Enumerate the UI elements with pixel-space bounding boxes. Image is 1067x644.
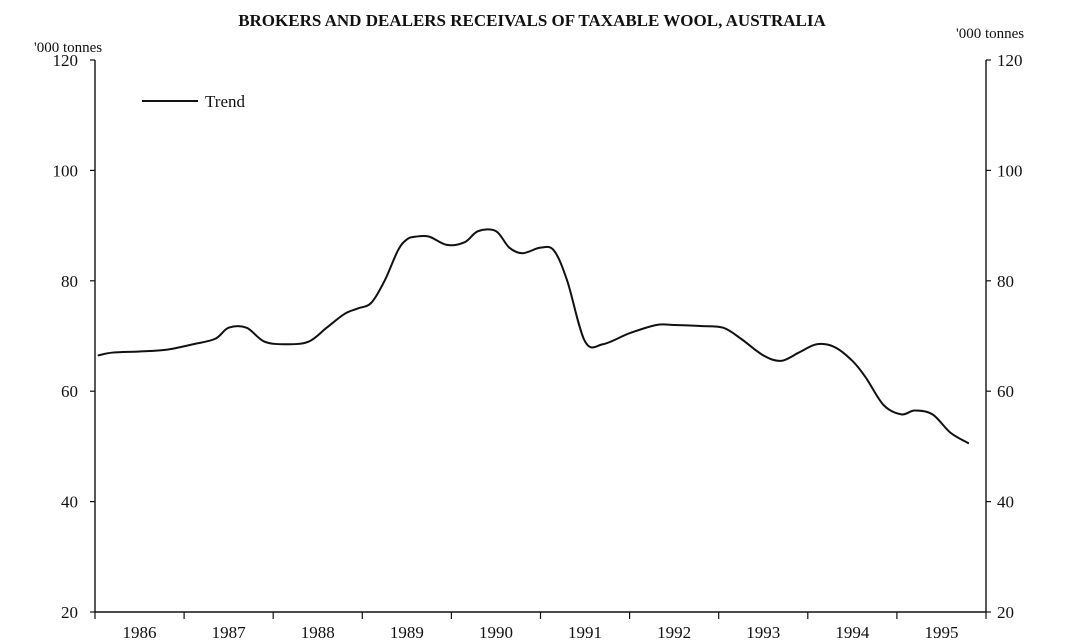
x-tick-label: 1987 (212, 623, 247, 642)
x-tick-label: 1991 (568, 623, 602, 642)
trend-series-line (97, 228, 970, 445)
right-y-tick-label: 100 (997, 161, 1023, 180)
left-y-tick-label: 100 (53, 161, 79, 180)
x-tick-label: 1992 (657, 623, 691, 642)
left-y-tick-label: 80 (61, 272, 78, 291)
left-y-tick-label: 60 (61, 382, 78, 401)
x-tick-label: 1988 (301, 623, 335, 642)
x-tick-label: 1993 (746, 623, 780, 642)
right-y-tick-label: 120 (997, 51, 1023, 70)
right-y-tick-label: 80 (997, 272, 1014, 291)
right-y-tick-label: 20 (997, 603, 1014, 622)
x-tick-label: 1994 (835, 623, 870, 642)
right-y-tick-label: 40 (997, 493, 1014, 512)
left-y-tick-label: 120 (53, 51, 79, 70)
x-tick-label: 1995 (924, 623, 958, 642)
x-axis-ticks: 1986 1987 1988 1989 1990 1991 1992 1993 1994 1995 (94, 612, 987, 642)
x-tick-label: 1990 (479, 623, 513, 642)
right-unit-label: '000 tonnes (956, 26, 1024, 42)
chart-title: BROKERS AND DEALERS RECEIVALS OF TAXABLE… (238, 11, 826, 30)
legend-trend-label: Trend (205, 92, 245, 111)
left-y-tick-label: 40 (61, 493, 78, 512)
left-y-axis-ticks: 20 40 60 80 100 120 (53, 51, 95, 622)
right-y-tick-label: 60 (997, 382, 1014, 401)
right-y-axis-ticks: 20 40 60 80 100 120 (986, 51, 1023, 622)
left-unit-label: '000 tonnes (34, 40, 102, 56)
left-y-tick-label: 20 (61, 603, 78, 622)
x-tick-label: 1986 (123, 623, 157, 642)
x-tick-label: 1989 (390, 623, 424, 642)
